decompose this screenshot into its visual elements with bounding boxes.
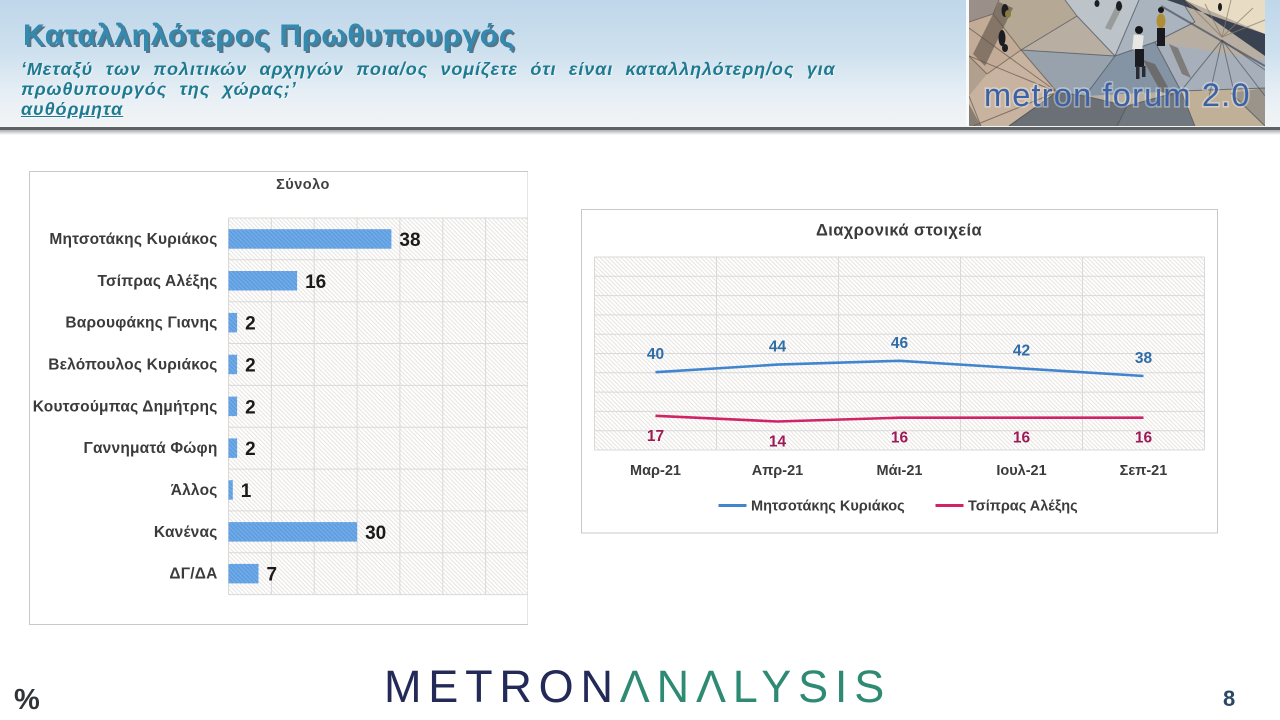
svg-text:METRONΛNΛLYSIS: METRONΛNΛLYSIS: [384, 661, 891, 708]
svg-text:14: 14: [768, 434, 786, 451]
svg-text:Τσίπρας Αλέξης: Τσίπρας Αλέξης: [97, 273, 217, 290]
svg-text:Σεπ-21: Σεπ-21: [1119, 463, 1167, 479]
svg-text:46: 46: [890, 335, 908, 352]
svg-text:16: 16: [890, 430, 908, 447]
svg-text:Μαρ-21: Μαρ-21: [630, 463, 681, 479]
svg-text:2: 2: [245, 439, 256, 460]
svg-text:42: 42: [1012, 342, 1029, 359]
svg-text:44: 44: [768, 339, 786, 356]
svg-text:Τσίπρας Αλέξης: Τσίπρας Αλέξης: [968, 499, 1078, 515]
svg-text:16: 16: [1134, 430, 1152, 447]
svg-text:Σύνολο: Σύνολο: [276, 177, 330, 193]
svg-text:Γαννηματά Φώφη: Γαννηματά Φώφη: [83, 440, 217, 457]
svg-text:1: 1: [240, 481, 251, 502]
svg-text:40: 40: [646, 346, 663, 363]
svg-text:7: 7: [266, 565, 277, 586]
svg-text:17: 17: [646, 428, 663, 445]
svg-text:2: 2: [245, 356, 256, 377]
svg-text:38: 38: [399, 230, 420, 251]
svg-text:ΔΓ/ΔΑ: ΔΓ/ΔΑ: [169, 566, 217, 583]
svg-text:Ιουλ-21: Ιουλ-21: [996, 463, 1046, 479]
svg-text:Μητσοτάκης Κυριάκος: Μητσοτάκης Κυριάκος: [751, 499, 905, 515]
svg-text:16: 16: [1012, 430, 1030, 447]
svg-text:16: 16: [305, 272, 326, 293]
svg-text:2: 2: [245, 314, 256, 335]
svg-text:38: 38: [1134, 350, 1152, 367]
svg-text:Άλλος: Άλλος: [170, 482, 217, 499]
svg-text:Μητσοτάκης Κυριάκος: Μητσοτάκης Κυριάκος: [49, 231, 217, 248]
svg-text:Μάι-21: Μάι-21: [876, 463, 922, 479]
svg-text:Βελόπουλος Κυριάκος: Βελόπουλος Κυριάκος: [48, 357, 217, 374]
svg-text:Διαχρονικά στοιχεία: Διαχρονικά στοιχεία: [815, 222, 981, 240]
svg-text:metron forum 2.0: metron forum 2.0: [984, 77, 1251, 113]
svg-text:Βαρουφάκης Γιανης: Βαρουφάκης Γιανης: [65, 315, 217, 332]
svg-text:Απρ-21: Απρ-21: [751, 463, 803, 479]
svg-text:Κανένας: Κανένας: [153, 524, 217, 541]
svg-text:2: 2: [245, 397, 256, 418]
svg-text:metron forum 2.0: metron forum 2.0: [984, 77, 1251, 113]
svg-text:30: 30: [365, 523, 386, 544]
svg-text:Κουτσούμπας Δημήτρης: Κουτσούμπας Δημήτρης: [32, 398, 217, 415]
